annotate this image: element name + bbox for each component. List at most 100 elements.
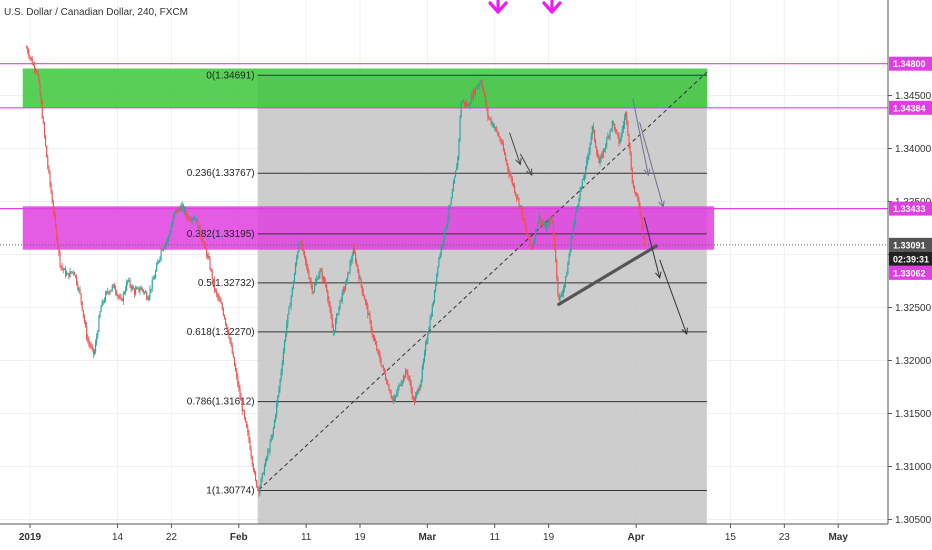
- candle-body: [110, 289, 112, 292]
- candle-body: [102, 301, 104, 303]
- candle-body: [298, 243, 300, 252]
- candle-body: [126, 282, 128, 290]
- candle-body: [527, 233, 529, 238]
- candle-body: [549, 218, 551, 225]
- candle-body: [598, 158, 600, 164]
- candle-body: [418, 389, 420, 391]
- candle-body: [326, 284, 328, 291]
- candle-body: [253, 470, 256, 473]
- candle-body: [473, 90, 476, 94]
- candle-body: [247, 427, 249, 433]
- candle-body: [572, 226, 574, 236]
- candle-body: [272, 427, 274, 435]
- candle-body: [423, 351, 426, 361]
- y-tick-label: 1.32000: [895, 356, 932, 367]
- candle-body: [483, 91, 486, 96]
- candle-body: [627, 121, 629, 134]
- candle-body: [181, 204, 183, 206]
- candle-body: [167, 237, 169, 242]
- level-price-tag-bg: [889, 201, 932, 216]
- candle-body: [628, 133, 630, 146]
- candle-body: [153, 277, 156, 280]
- candle-body: [443, 229, 446, 240]
- candle-body: [508, 169, 510, 175]
- candle-body: [380, 360, 382, 366]
- candle-body: [386, 379, 388, 384]
- candle-body: [422, 360, 424, 368]
- candle-body: [305, 255, 307, 262]
- candle-body: [132, 286, 134, 290]
- candle-body: [629, 145, 631, 155]
- candle-body: [302, 249, 304, 251]
- candle-body: [131, 286, 133, 289]
- candle-body: [275, 415, 277, 421]
- candle-body: [606, 138, 608, 146]
- candle-body: [402, 376, 404, 382]
- candle-body: [518, 198, 520, 206]
- candle-body: [440, 246, 442, 255]
- candle-body: [639, 206, 641, 214]
- candle-body: [640, 213, 642, 219]
- candle-body: [388, 384, 390, 391]
- candle-body: [239, 388, 241, 397]
- candle-body: [63, 269, 66, 271]
- fib-level-label: 0(1.34691): [206, 70, 254, 81]
- candle-body: [30, 57, 32, 59]
- candle-body: [35, 69, 37, 71]
- candle-body: [28, 52, 30, 57]
- candle-body: [182, 204, 184, 212]
- candle-body: [551, 218, 553, 221]
- candle-body: [375, 341, 377, 345]
- candle-body: [98, 317, 100, 332]
- candle-body: [212, 279, 214, 280]
- candle-body: [492, 123, 494, 128]
- candle-body: [261, 473, 263, 479]
- candle-body: [618, 135, 620, 144]
- candle-body: [101, 301, 103, 307]
- candle-body: [95, 342, 97, 352]
- x-axis-area: [0, 524, 888, 550]
- candle-body: [480, 81, 482, 83]
- candle-body: [532, 242, 534, 249]
- candle-body: [438, 258, 440, 267]
- candle-body: [398, 384, 400, 389]
- candle-body: [108, 291, 110, 294]
- candle-body: [99, 311, 101, 318]
- candle-body: [209, 258, 211, 270]
- candle-body: [495, 127, 497, 129]
- candle-body: [489, 118, 491, 120]
- candle-body: [179, 208, 181, 212]
- candle-body: [50, 183, 52, 193]
- candle-body: [38, 75, 40, 83]
- candle-body: [41, 102, 43, 118]
- candle-body: [86, 325, 88, 338]
- candle-body: [428, 327, 430, 335]
- candle-body: [631, 169, 633, 184]
- candle-body: [430, 316, 432, 319]
- candle-body: [509, 174, 511, 176]
- candle-body: [77, 284, 79, 290]
- candle-body: [465, 103, 467, 106]
- candle-body: [71, 271, 73, 273]
- candle-body: [548, 221, 550, 225]
- candle-body: [229, 337, 231, 342]
- level-price-tag: 1.34384: [893, 103, 926, 113]
- candle-body: [338, 306, 340, 315]
- candle-body: [293, 273, 296, 283]
- candle-body: [633, 186, 636, 192]
- candle-body: [195, 218, 197, 222]
- candle-body: [27, 47, 29, 53]
- candle-body: [156, 264, 158, 272]
- candle-body: [471, 95, 473, 99]
- level-price-tag-bg: [889, 56, 932, 71]
- candle-body: [433, 290, 436, 303]
- candle-body: [70, 271, 72, 273]
- candle-body: [397, 388, 399, 394]
- candle-body: [587, 156, 589, 161]
- candle-body: [622, 124, 624, 130]
- chart-title: U.S. Dollar / Canadian Dollar, 240, FXCM: [4, 7, 188, 18]
- x-tick-label: 11: [301, 532, 312, 543]
- last-price-tag: 1.33091: [893, 240, 926, 250]
- candle-body: [376, 344, 378, 351]
